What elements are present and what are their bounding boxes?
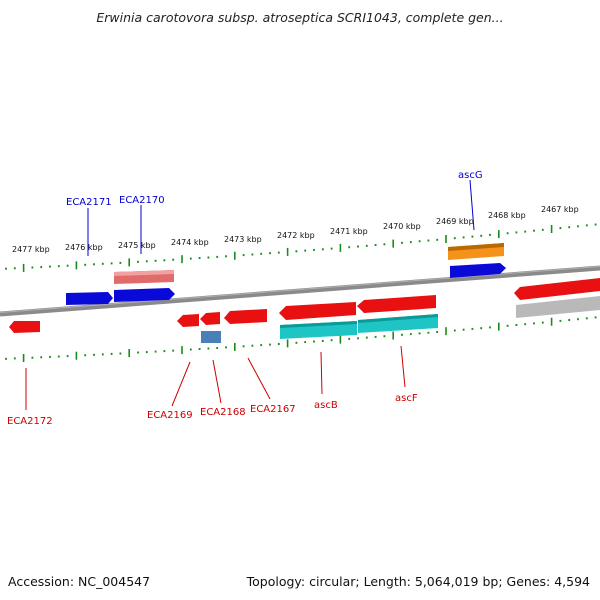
gene-arrow-shade [114,270,174,276]
leader-line [400,345,406,388]
gene-label-ascb[interactable]: ascB [314,400,338,411]
cds-shade [280,321,357,328]
leader-line [320,351,323,395]
kbp-label: 2475 kbp [118,241,156,250]
gene-arrow-ascb[interactable] [279,302,356,320]
kbp-label: 2471 kbp [330,227,368,236]
gene-label-eca2168[interactable]: ECA2168 [200,407,246,418]
gene-arrow-eca2172[interactable] [9,321,40,333]
kbp-label: 2477 kbp [12,245,50,254]
kbp-label: 2474 kbp [171,238,209,247]
leader-line-group [25,179,475,410]
gene-arrow-eca2167[interactable] [224,309,267,324]
upper-feature-group [66,243,506,305]
gene-arrow-eca2168[interactable] [200,312,220,325]
gene-label-ascf[interactable]: ascF [395,393,418,404]
gene-label-eca2170[interactable]: ECA2170 [119,195,165,206]
gene-arrow-eca2171[interactable] [66,292,113,305]
kbp-label: 2467 kbp [541,205,579,214]
leader-line [171,361,191,407]
genome-summary-text: Topology: circular; Length: 5,064,019 bp… [246,574,590,589]
lower-tick-track [5,316,597,362]
leader-line [469,179,475,231]
genome-title: Erwinia carotovora subsp. atroseptica SC… [96,10,504,25]
accession-text: Accession: NC_004547 [8,574,151,589]
gene-label-eca2169[interactable]: ECA2169 [147,410,193,421]
kbp-label: 2470 kbp [383,222,421,231]
gene-arrow-eca2170[interactable] [114,288,175,302]
kbp-label: 2476 kbp [65,243,103,252]
cds-shade [358,314,438,323]
misc-feature-eca2168[interactable] [201,331,221,343]
lower-feature-group [9,278,600,343]
gene-label-eca2172[interactable]: ECA2172 [7,416,53,427]
gene-label-group: ECA2171 ECA2170 ascG ECA2172 ECA2169 ECA… [7,170,483,427]
gene-arrow-eca2169[interactable] [177,314,199,327]
kbp-label: 2472 kbp [277,231,315,240]
gene-arrow-ascg[interactable] [450,263,506,278]
kbp-label-group: 2477 kbp 2476 kbp 2475 kbp 2474 kbp 2473… [12,205,579,254]
leader-line [212,359,222,404]
gene-arrow-shade [448,243,504,251]
genome-backbone [0,265,600,317]
leader-line [247,357,271,400]
gene-label-eca2171[interactable]: ECA2171 [66,197,112,208]
genome-backbone-highlight [0,266,600,313]
gene-arrow-right-edge[interactable] [514,278,600,300]
kbp-label: 2473 kbp [224,235,262,244]
kbp-label: 2469 kbp [436,217,474,226]
gene-label-ascg[interactable]: ascG [458,170,483,181]
kbp-label: 2468 kbp [488,211,526,220]
gene-arrow-ascf[interactable] [357,295,436,313]
pseudogene-right-edge[interactable] [516,296,600,318]
gene-label-eca2167[interactable]: ECA2167 [250,404,296,415]
upper-tick-track [5,223,597,272]
